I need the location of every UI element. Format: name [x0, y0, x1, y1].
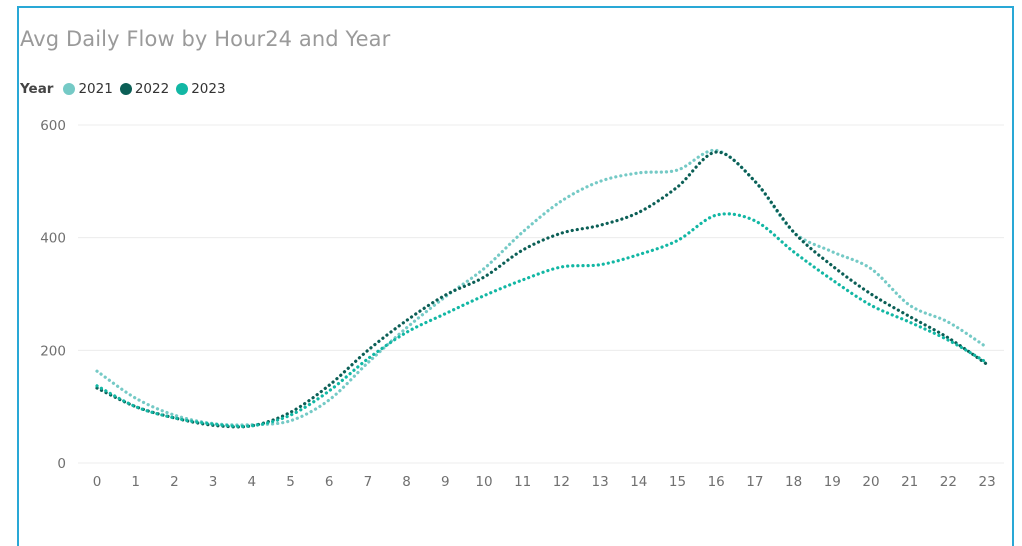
legend-label-2021: 2021: [78, 81, 113, 97]
x-tick-label-10: 10: [475, 474, 492, 490]
x-tick-label-3: 3: [209, 474, 218, 490]
legend-swatch-2022: [119, 83, 132, 95]
y-tick-label-0: 0: [57, 456, 66, 472]
legend-label-2022: 2022: [134, 81, 170, 97]
x-tick-label-12: 12: [553, 474, 570, 490]
y-tick-label-200: 200: [40, 343, 66, 359]
x-tick-label-18: 18: [785, 474, 802, 490]
series-line-2021: [95, 148, 989, 427]
legend-title: Year: [20, 81, 54, 97]
x-tick-label-4: 4: [248, 474, 257, 490]
series-line-2023: [95, 212, 989, 428]
x-tick-label-0: 0: [93, 474, 102, 490]
x-tick-label-7: 7: [364, 474, 373, 490]
x-tick-label-21: 21: [901, 474, 918, 490]
y-tick-label-600: 600: [40, 118, 66, 134]
x-tick-label-5: 5: [286, 474, 295, 490]
x-tick-label-2: 2: [170, 474, 179, 490]
x-tick-label-22: 22: [940, 474, 957, 490]
series-line-2022: [95, 150, 989, 429]
legend-swatch-2023: [176, 83, 189, 95]
x-tick-label-13: 13: [592, 474, 609, 490]
legend-swatch-2021: [63, 83, 76, 95]
legend-item-2023[interactable]: 2023: [176, 81, 226, 97]
x-tick-label-19: 19: [824, 474, 841, 490]
x-tick-label-9: 9: [441, 474, 450, 490]
x-tick-label-23: 23: [979, 474, 996, 490]
x-tick-label-15: 15: [669, 474, 686, 490]
x-tick-label-6: 6: [325, 474, 334, 490]
x-tick-label-11: 11: [514, 474, 531, 490]
legend-item-2021[interactable]: 2021: [63, 81, 113, 97]
x-tick-label-8: 8: [402, 474, 411, 490]
x-tick-label-14: 14: [630, 474, 647, 490]
x-tick-label-17: 17: [746, 474, 763, 490]
legend-label-2023: 2023: [191, 81, 226, 97]
legend-item-2022[interactable]: 2022: [119, 81, 170, 97]
legend: Year 2021 2022 2023: [20, 81, 233, 97]
x-tick-label-1: 1: [131, 474, 140, 490]
chart-title: Avg Daily Flow by Hour24 and Year: [20, 27, 391, 51]
x-tick-label-16: 16: [708, 474, 725, 490]
x-tick-label-20: 20: [862, 474, 879, 490]
y-tick-label-400: 400: [40, 231, 66, 247]
